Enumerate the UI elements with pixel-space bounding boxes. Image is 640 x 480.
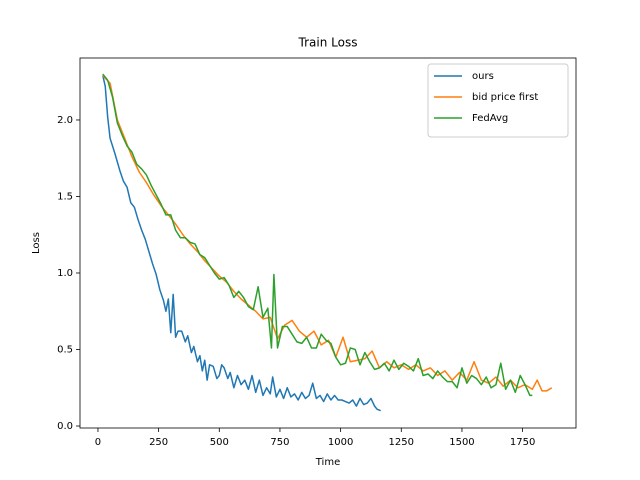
y-tick-label: 1.5 [57,191,73,202]
chart-title: Train Loss [298,36,358,50]
y-tick-label: 2.0 [57,115,73,126]
x-tick-label: 1250 [389,437,414,448]
y-tick-label: 0.0 [57,421,73,432]
x-tick-label: 500 [210,437,229,448]
x-tick-label: 250 [149,437,168,448]
x-tick-label: 1000 [328,437,353,448]
legend-box [427,63,569,138]
line-series [102,73,533,397]
legend-label: FedAvg [472,113,508,124]
line-series [102,75,381,412]
x-tick-label: 0 [95,437,101,448]
axes-frame [79,57,577,429]
y-axis-label: Loss [31,232,42,254]
legend-label: bid price first [472,92,538,103]
y-tick-label: 1.0 [57,268,73,279]
x-tick-label: 750 [270,437,289,448]
x-tick-label: 1500 [449,437,474,448]
y-tick-label: 0.5 [57,345,73,356]
x-tick-label: 1750 [510,437,535,448]
legend-label: ours [472,71,494,82]
x-axis-label: Time [315,457,340,468]
